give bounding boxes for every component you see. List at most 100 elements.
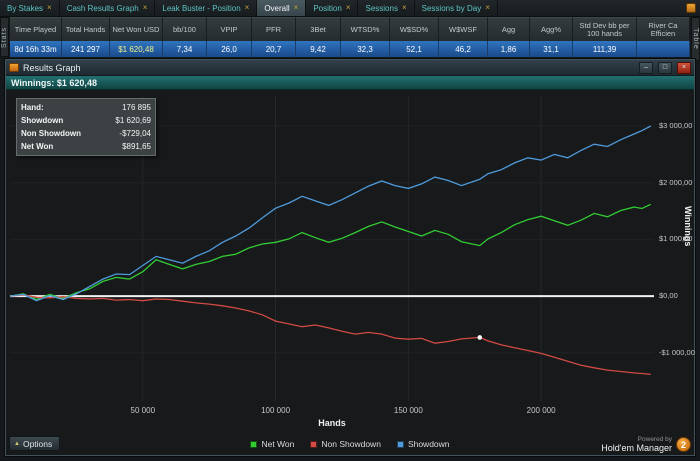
stats-value-total-hands[interactable]: 241 297 (62, 41, 110, 57)
stats-value-pfr[interactable]: 20,7 (252, 41, 296, 57)
stats-value-w-wsf[interactable]: 46,2 (439, 41, 488, 57)
results-graph-window: Results Graph – □ × Winnings: $1 620,48 … (5, 59, 695, 456)
legend-item-showdown[interactable]: Showdown (396, 439, 450, 449)
stats-header-time-played[interactable]: Time Played (10, 17, 62, 41)
stats-header-total-hands[interactable]: Total Hands (62, 17, 110, 41)
stats-value-wtsd[interactable]: 32,3 (341, 41, 390, 57)
stats-header-std-dev-bb-per-100-hands[interactable]: Std Dev bb per 100 hands (573, 17, 637, 41)
tab-sessions-by-day[interactable]: Sessions by Day × (415, 0, 498, 16)
powered-by-text-block: Powered by Hold'em Manager (601, 436, 672, 453)
maximize-button[interactable]: □ (658, 61, 672, 74)
series-non-showdown (10, 294, 651, 376)
legend-item-net-won[interactable]: Net Won (250, 439, 294, 449)
winnings-bar: Winnings: $1 620,48 (6, 76, 694, 90)
tab-label: Cash Results Graph (66, 3, 139, 13)
stats-header-w-sd[interactable]: W$SD% (390, 17, 439, 41)
info-row-hand: Hand: 176 895 (21, 101, 151, 114)
y-tick-label: $0,00 (659, 291, 678, 301)
tab-close-icon[interactable]: × (244, 3, 250, 12)
stats-value-time-played[interactable]: 8d 16h 33m (10, 41, 62, 57)
stats-header-w-wsf[interactable]: W$WSF (439, 17, 488, 41)
options-button[interactable]: ▲ Options (9, 436, 61, 451)
chart-legend: Net Won Non Showdown Showdown (6, 439, 694, 449)
x-tick-label: 100 000 (261, 406, 291, 415)
stats-value-3bet[interactable]: 9,42 (296, 41, 341, 57)
x-tick-label: 150 000 (393, 406, 423, 415)
info-value: $891,65 (122, 142, 151, 151)
legend-label: Showdown (407, 439, 450, 449)
tab-bar: By Stakes × Cash Results Graph × Leak Buster… (0, 0, 700, 17)
stats-header-agg[interactable]: Agg (488, 17, 530, 41)
tab-label: Sessions by Day (421, 3, 482, 13)
powered-by-block: Powered by Hold'em Manager 2 (601, 436, 691, 453)
side-tab-table[interactable]: Table (691, 17, 700, 61)
stats-header-pfr[interactable]: PFR (252, 17, 296, 41)
tab-close-icon[interactable]: × (485, 3, 490, 12)
y-tick-label: $3 000,00 (659, 121, 693, 131)
series-net-won (10, 203, 652, 301)
options-arrow-icon: ▲ (14, 440, 20, 447)
stats-value-river-ca-efficien[interactable] (637, 41, 690, 57)
tab-close-icon[interactable]: × (345, 3, 351, 12)
tab-label: Sessions (365, 3, 398, 13)
hover-marker (477, 335, 483, 340)
minimize-button[interactable]: – (639, 61, 653, 74)
hover-info-box: Hand: 176 895 Showdown $1 620,69 Non Showdow… (16, 98, 156, 156)
chart-svg[interactable] (10, 96, 654, 401)
y-tick-label: -$1 000,00 (659, 347, 695, 357)
legend-item-non-showdown[interactable]: Non Showdown (310, 439, 381, 449)
stats-value-net-won-usd[interactable]: $1 620,48 (110, 41, 163, 57)
stats-value-row[interactable]: 8d 16h 33m 241 297 $1 620,48 7,34 26,0 20,7 9,… (10, 41, 690, 57)
stats-header-wtsd[interactable]: WTSD% (341, 17, 390, 41)
info-label: Showdown (21, 116, 64, 125)
stats-header-agg[interactable]: Agg% (530, 17, 573, 41)
info-row-non-showdown: Non Showdown -$729,04 (21, 127, 151, 140)
side-tab-stats[interactable]: Stats (0, 17, 9, 57)
tab-bar-corner-badge[interactable] (686, 3, 696, 13)
x-tick-label: 200 000 (526, 406, 556, 415)
tab-close-icon[interactable]: × (293, 3, 299, 12)
info-row-net-won: Net Won $891,65 (21, 140, 151, 153)
x-axis-labels: 50 000 100 000 150 000 200 000 (10, 406, 654, 416)
tab-position[interactable]: Position × (306, 0, 359, 16)
stats-header-bb-100[interactable]: bb/100 (163, 17, 207, 41)
y-tick-label: $2 000,00 (659, 177, 693, 187)
hm2-logo: 2 (676, 437, 691, 452)
powered-by-text: Powered by (637, 436, 672, 443)
stats-header-net-won-usd[interactable]: Net Won USD (110, 17, 163, 41)
tab-close-icon[interactable]: × (47, 3, 52, 12)
y-tick-label: $1 000,00 (659, 234, 693, 244)
stats-table: Time Played Total Hands Net Won USD bb/100 V… (10, 17, 690, 57)
stats-value-agg[interactable]: 31,1 (530, 41, 573, 57)
stats-value-vpip[interactable]: 26,0 (207, 41, 252, 57)
window-title: Results Graph (23, 62, 81, 73)
brand-name: Hold'em Manager (601, 443, 672, 453)
tab-close-icon[interactable]: × (401, 3, 407, 12)
legend-swatch (250, 440, 258, 448)
tab-label: By Stakes (7, 3, 44, 13)
tab-sessions[interactable]: Sessions × (358, 0, 415, 16)
stats-header-river-ca-efficien[interactable]: River Ca Efficien (637, 17, 690, 41)
stats-value-bb-100[interactable]: 7,34 (163, 41, 207, 57)
stats-value-agg[interactable]: 1,86 (488, 41, 530, 57)
info-label: Non Showdown (21, 129, 81, 138)
tab-leak-buster-position[interactable]: Leak Buster - Position × (155, 0, 258, 16)
y-axis-title: Winnings (683, 206, 693, 247)
chart-area: Hand: 176 895 Showdown $1 620,69 Non Showdow… (6, 90, 695, 433)
close-button[interactable]: × (677, 61, 691, 74)
results-graph-titlebar[interactable]: Results Graph – □ × (6, 60, 694, 76)
tab-cash-results-graph[interactable]: Cash Results Graph × (60, 0, 156, 16)
tab-by-stakes[interactable]: By Stakes × (0, 0, 60, 16)
info-label: Hand: (21, 103, 44, 112)
legend-swatch (310, 440, 318, 448)
stats-value-std-dev-bb-per-100-hands[interactable]: 111,39 (573, 41, 637, 57)
info-value: 176 895 (122, 103, 151, 112)
legend-swatch (396, 440, 404, 448)
stats-header-vpip[interactable]: VPIP (207, 17, 252, 41)
stats-header-3bet[interactable]: 3Bet (296, 17, 341, 41)
tab-overall[interactable]: Overall × (257, 0, 307, 16)
side-tab-stats-label: Stats (1, 26, 8, 48)
tab-close-icon[interactable]: × (142, 3, 148, 12)
info-value: -$729,04 (119, 129, 151, 138)
stats-value-w-sd[interactable]: 52,1 (390, 41, 439, 57)
